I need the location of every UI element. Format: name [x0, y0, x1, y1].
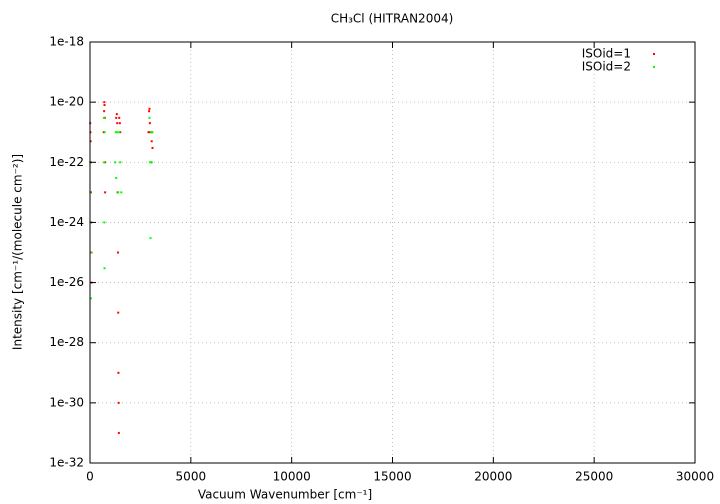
point — [120, 191, 123, 194]
point — [114, 131, 117, 134]
y-tick-label: 1e-26 — [49, 275, 84, 289]
point — [148, 107, 151, 110]
legend-swatch — [653, 66, 655, 68]
legend-swatch — [653, 53, 655, 55]
point — [102, 116, 105, 119]
point — [119, 161, 122, 164]
point — [116, 122, 119, 125]
point — [118, 116, 121, 119]
point — [117, 311, 120, 314]
point — [117, 401, 120, 404]
point — [115, 113, 118, 116]
points — [89, 101, 154, 434]
y-tick-label: 1e-32 — [49, 456, 84, 470]
point — [148, 110, 151, 113]
chart-title: CH₃Cl (HITRAN2004) — [331, 12, 454, 26]
point — [118, 122, 121, 125]
point — [89, 140, 92, 143]
x-tick-label: 25000 — [575, 470, 613, 484]
point — [103, 267, 106, 270]
y-tick-label: 1e-20 — [49, 95, 84, 109]
point — [149, 161, 152, 164]
point — [116, 131, 119, 134]
y-tick-label: 1e-30 — [49, 395, 84, 409]
point — [117, 431, 120, 434]
point — [150, 140, 153, 143]
point — [102, 131, 105, 134]
point — [103, 221, 106, 224]
legend-label: ISOid=2 — [582, 60, 631, 74]
point — [151, 131, 154, 134]
point — [103, 110, 106, 113]
point — [119, 131, 122, 134]
x-tick-label: 20000 — [474, 470, 512, 484]
y-tick-label: 1e-18 — [49, 35, 84, 49]
point — [147, 131, 150, 134]
plot-frame — [89, 41, 696, 464]
point — [89, 297, 92, 300]
legend-label: ISOid=1 — [582, 47, 631, 61]
y-tick-label: 1e-28 — [49, 335, 84, 349]
point — [148, 122, 151, 125]
point — [103, 131, 106, 134]
point — [115, 177, 118, 180]
point — [149, 237, 152, 240]
y-tick-label: 1e-24 — [49, 215, 84, 229]
point — [103, 161, 106, 164]
y-axis-label: Intensity [cm⁻¹/(molecule cm⁻²)] — [11, 154, 25, 350]
point — [103, 104, 106, 107]
point — [117, 251, 120, 254]
point — [103, 101, 106, 104]
point — [150, 161, 153, 164]
point — [104, 191, 107, 194]
point — [148, 116, 151, 119]
point — [117, 191, 120, 194]
point — [115, 116, 118, 119]
x-tick-label: 15000 — [373, 470, 411, 484]
x-axis-label: Vacuum Wavenumber [cm⁻¹] — [198, 488, 372, 502]
x-tick-label: 0 — [86, 470, 94, 484]
point — [117, 371, 120, 374]
y-tick-label: 1e-22 — [49, 155, 84, 169]
point — [89, 251, 92, 254]
point — [114, 161, 117, 164]
x-tick-label: 10000 — [273, 470, 311, 484]
x-tick-label: 30000 — [676, 470, 714, 484]
point — [150, 131, 153, 134]
point — [151, 146, 154, 149]
grid — [89, 41, 696, 464]
point — [118, 131, 121, 134]
x-tick-label: 5000 — [176, 470, 207, 484]
